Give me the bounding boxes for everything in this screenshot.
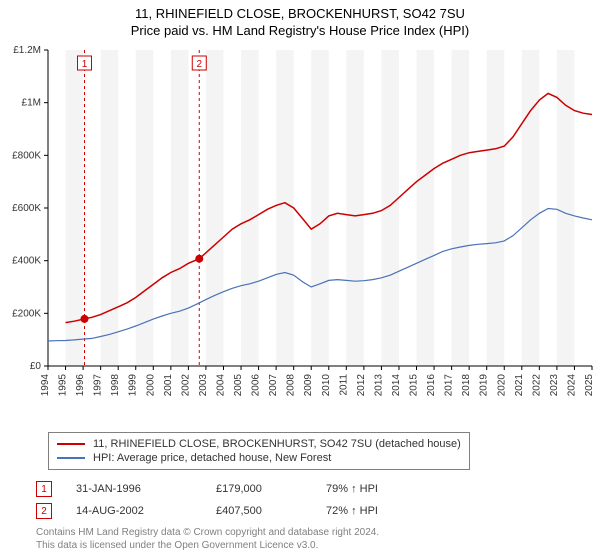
footer-line: Contains HM Land Registry data © Crown c…: [36, 526, 379, 539]
legend-label: HPI: Average price, detached house, New …: [93, 452, 331, 464]
svg-text:2010: 2010: [321, 374, 332, 397]
svg-text:2014: 2014: [391, 374, 402, 397]
sale-marker-number: 1: [41, 484, 47, 495]
svg-text:2000: 2000: [145, 374, 156, 397]
sale-pct: 79% ↑ HPI: [326, 483, 416, 495]
sales-table: 1 31-JAN-1996 £179,000 79% ↑ HPI 2 14-AU…: [36, 478, 416, 522]
title-address: 11, RHINEFIELD CLOSE, BROCKENHURST, SO42…: [0, 6, 600, 21]
svg-text:£1M: £1M: [22, 98, 41, 109]
svg-text:2007: 2007: [268, 374, 279, 397]
legend: 11, RHINEFIELD CLOSE, BROCKENHURST, SO42…: [48, 432, 470, 470]
svg-text:2003: 2003: [198, 374, 209, 397]
sale-date: 31-JAN-1996: [76, 483, 216, 495]
svg-text:2020: 2020: [496, 374, 507, 397]
title-subtitle: Price paid vs. HM Land Registry's House …: [0, 23, 600, 38]
svg-text:£800K: £800K: [12, 150, 41, 161]
svg-text:2: 2: [196, 59, 202, 70]
legend-swatch: [57, 443, 85, 445]
svg-text:2023: 2023: [549, 374, 560, 397]
footer: Contains HM Land Registry data © Crown c…: [36, 526, 379, 552]
chart-container: 11, RHINEFIELD CLOSE, BROCKENHURST, SO42…: [0, 0, 600, 560]
svg-text:£400K: £400K: [12, 256, 41, 267]
svg-text:2018: 2018: [461, 374, 472, 397]
svg-text:2008: 2008: [286, 374, 297, 397]
sale-marker-number: 2: [41, 506, 47, 517]
svg-text:2017: 2017: [444, 374, 455, 397]
title-block: 11, RHINEFIELD CLOSE, BROCKENHURST, SO42…: [0, 0, 600, 38]
svg-text:1997: 1997: [93, 374, 104, 397]
svg-text:1: 1: [82, 59, 88, 70]
svg-text:£200K: £200K: [12, 308, 41, 319]
svg-text:2022: 2022: [531, 374, 542, 397]
sale-pct: 72% ↑ HPI: [326, 505, 416, 517]
sale-row: 1 31-JAN-1996 £179,000 79% ↑ HPI: [36, 478, 416, 500]
svg-text:2012: 2012: [356, 374, 367, 397]
legend-swatch: [57, 457, 85, 459]
svg-text:2019: 2019: [479, 374, 490, 397]
svg-text:2021: 2021: [514, 374, 525, 397]
svg-text:2024: 2024: [566, 374, 577, 397]
svg-text:£600K: £600K: [12, 203, 41, 214]
svg-text:2016: 2016: [426, 374, 437, 397]
chart-svg: £0 £200K £400K £600K £800K £1M £1.2M 1994 1995 19…: [0, 44, 600, 424]
svg-text:2001: 2001: [163, 374, 174, 397]
sale-marker-icon: 1: [36, 481, 52, 497]
svg-text:1995: 1995: [58, 374, 69, 397]
svg-text:£1.2M: £1.2M: [13, 45, 41, 56]
sale-row: 2 14-AUG-2002 £407,500 72% ↑ HPI: [36, 500, 416, 522]
svg-text:2004: 2004: [215, 374, 226, 397]
svg-text:2006: 2006: [251, 374, 262, 397]
legend-item: 11, RHINEFIELD CLOSE, BROCKENHURST, SO42…: [57, 437, 461, 451]
svg-text:1994: 1994: [40, 374, 51, 397]
svg-text:1996: 1996: [75, 374, 86, 397]
legend-label: 11, RHINEFIELD CLOSE, BROCKENHURST, SO42…: [93, 438, 461, 450]
chart-area: £0 £200K £400K £600K £800K £1M £1.2M 1994 1995 19…: [0, 44, 600, 424]
footer-line: This data is licensed under the Open Gov…: [36, 539, 379, 552]
svg-text:2013: 2013: [373, 374, 384, 397]
svg-text:2011: 2011: [338, 374, 349, 396]
svg-text:2015: 2015: [409, 374, 420, 397]
sale-marker-icon: 2: [36, 503, 52, 519]
sale-date: 14-AUG-2002: [76, 505, 216, 517]
svg-text:1999: 1999: [128, 374, 139, 397]
svg-text:2009: 2009: [303, 374, 314, 397]
svg-text:2002: 2002: [180, 374, 191, 397]
svg-text:1998: 1998: [110, 374, 121, 397]
svg-text:2025: 2025: [584, 374, 595, 397]
svg-text:2005: 2005: [233, 374, 244, 397]
legend-item: HPI: Average price, detached house, New …: [57, 451, 461, 465]
sale-price: £407,500: [216, 505, 326, 517]
sale-price: £179,000: [216, 483, 326, 495]
svg-text:£0: £0: [30, 361, 42, 372]
